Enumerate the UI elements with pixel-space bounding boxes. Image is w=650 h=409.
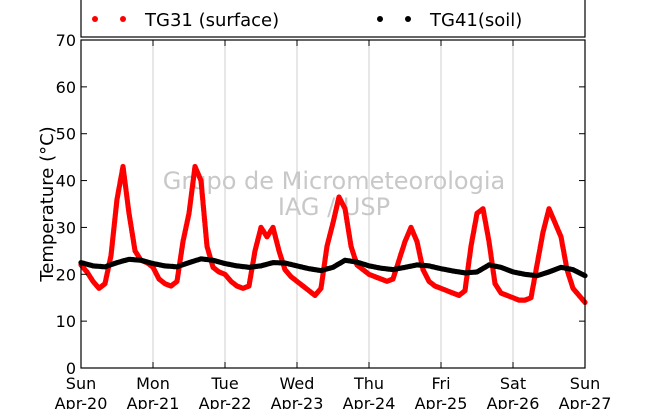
plot-frame	[80, 39, 586, 369]
x-tick-label-day: Mon	[136, 374, 170, 393]
x-tick-label-date: Apr-22	[199, 394, 252, 409]
y-tick-label: 50	[56, 125, 76, 144]
legend-item: TG31 (surface)	[92, 10, 279, 31]
x-tick-label-date: Apr-26	[487, 394, 540, 409]
legend-item: TG41(soil)	[377, 10, 522, 31]
y-tick-label: 20	[56, 265, 76, 284]
legend-label: TG31 (surface)	[144, 10, 279, 31]
watermark: Grupo de Micrometeorologia IAG / USP	[163, 167, 505, 221]
series-soil	[78, 256, 588, 279]
watermark-line-1: Grupo de Micrometeorologia	[163, 167, 505, 195]
x-tick-label-date: Apr-23	[271, 394, 324, 409]
x-tick-label-day: Sun	[66, 374, 96, 393]
x-tick-label-day: Fri	[431, 374, 450, 393]
y-tick-label: 0	[66, 359, 76, 378]
x-axis: SunApr-20MonApr-21TueApr-22WedApr-23ThuA…	[55, 40, 612, 409]
grid-lines	[152, 40, 514, 368]
y-tick-label: 30	[56, 218, 76, 237]
x-tick-label-date: Apr-20	[55, 394, 108, 409]
series-surface	[78, 163, 588, 305]
legend: TG31 (surface) TG41(soil)	[80, 0, 586, 38]
series-layer	[78, 163, 588, 305]
x-tick-label-day: Wed	[280, 374, 315, 393]
legend-label: TG41(soil)	[429, 10, 522, 31]
y-axis: 0 10 20 30 40 50 60 70	[56, 31, 585, 378]
x-tick-label-date: Apr-27	[559, 394, 612, 409]
x-tick-label-day: Sat	[500, 374, 526, 393]
legend-marker	[92, 16, 98, 22]
x-tick-label-date: Apr-25	[415, 394, 468, 409]
y-tick-label: 60	[56, 78, 76, 97]
y-tick-label: 10	[56, 312, 76, 331]
plot-area	[81, 40, 585, 368]
y-tick-label: 40	[56, 172, 76, 191]
y-tick-label: 70	[56, 31, 76, 50]
legend-marker	[405, 16, 411, 22]
legend-box	[80, 0, 586, 38]
x-tick-label-day: Sun	[570, 374, 600, 393]
x-tick-label-day: Tue	[210, 374, 238, 393]
legend-marker	[120, 16, 126, 22]
x-tick-label-day: Thu	[353, 374, 384, 393]
y-axis-title: Temperature (°C)	[37, 126, 58, 282]
legend-marker	[377, 16, 383, 22]
x-tick-label-date: Apr-24	[343, 394, 396, 409]
x-tick-label-date: Apr-21	[127, 394, 180, 409]
